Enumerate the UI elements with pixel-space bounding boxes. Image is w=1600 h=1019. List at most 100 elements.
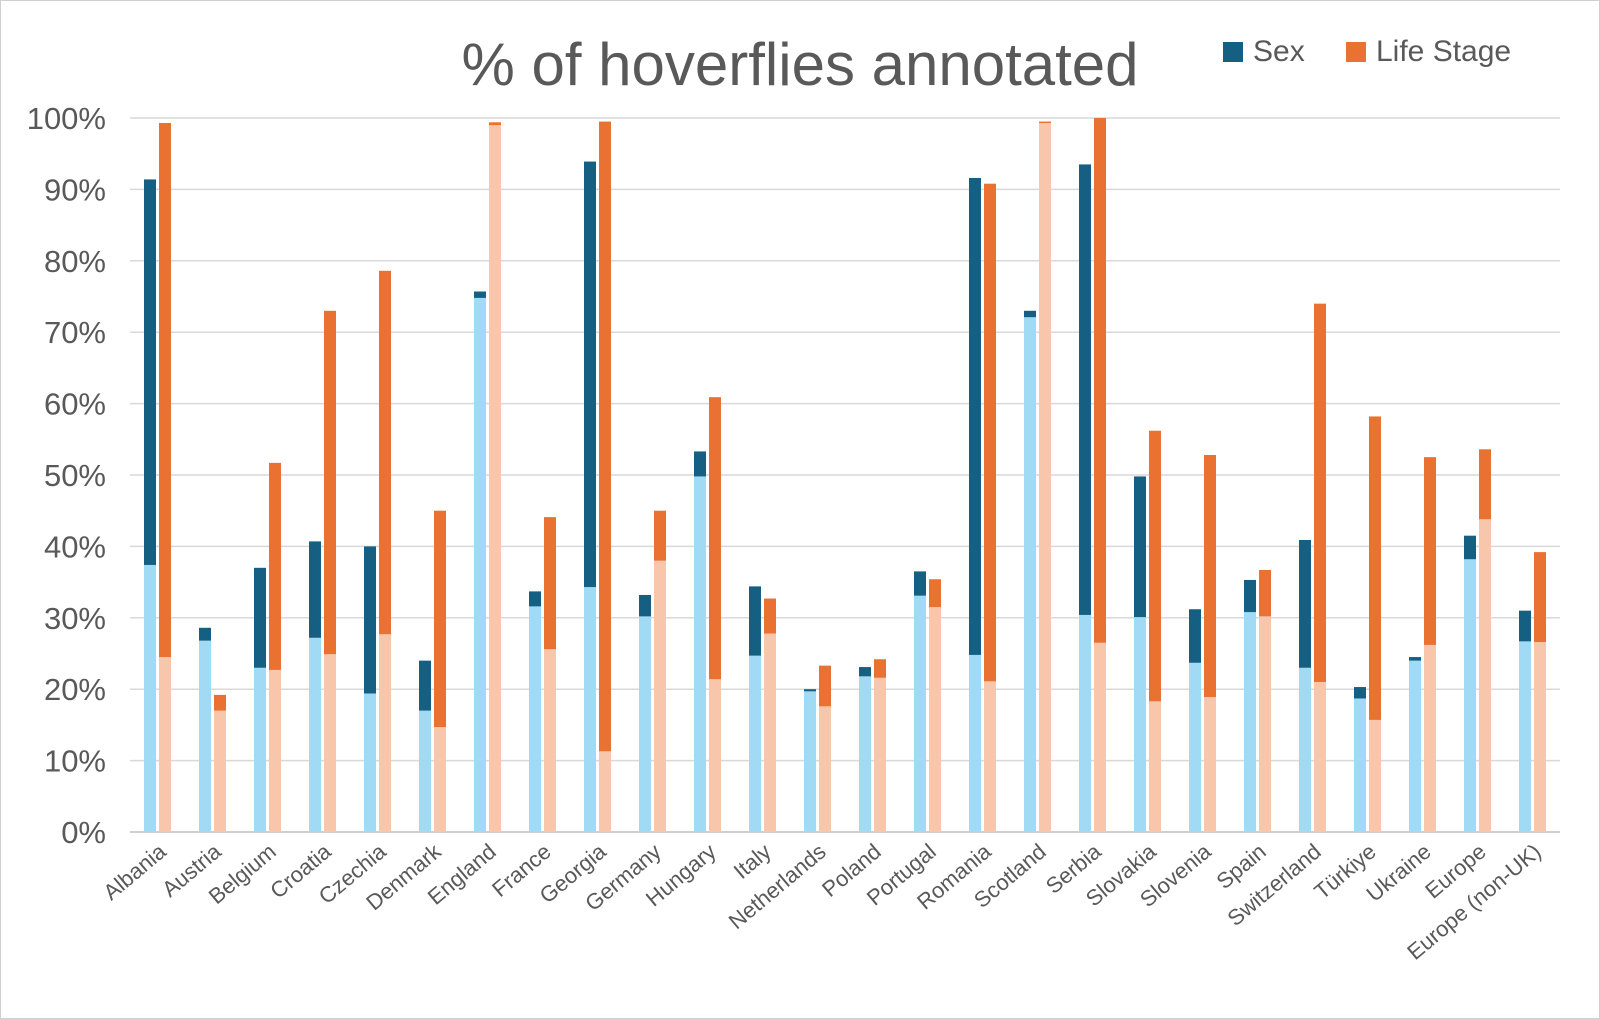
bar-sex-lower[interactable] — [1244, 612, 1256, 832]
bar-sex-lower[interactable] — [1079, 614, 1091, 832]
bar-life-stage-upper[interactable] — [819, 665, 831, 707]
bar-life-stage-lower[interactable] — [379, 634, 391, 832]
bar-sex-upper[interactable] — [1024, 310, 1036, 318]
bar-sex-upper[interactable] — [364, 546, 376, 694]
bar-life-stage-lower[interactable] — [764, 633, 776, 832]
bar-life-stage-lower[interactable] — [1369, 719, 1381, 832]
bar-sex-upper[interactable] — [529, 591, 541, 607]
bar-sex-lower[interactable] — [584, 587, 596, 832]
bar-life-stage-upper[interactable] — [764, 598, 776, 634]
bar-sex-lower[interactable] — [309, 637, 321, 832]
bar-life-stage-upper[interactable] — [1534, 552, 1546, 643]
bar-life-stage-lower[interactable] — [1534, 642, 1546, 832]
bar-sex-lower[interactable] — [1134, 617, 1146, 832]
bar-sex-lower[interactable] — [859, 676, 871, 832]
bar-life-stage-lower[interactable] — [874, 677, 886, 832]
bar-sex-upper[interactable] — [1299, 539, 1311, 668]
bar-life-stage-lower[interactable] — [544, 649, 556, 832]
bar-sex-lower[interactable] — [1519, 641, 1531, 832]
bar-life-stage-lower[interactable] — [929, 607, 941, 832]
bar-sex-lower[interactable] — [474, 297, 486, 833]
bar-sex-upper[interactable] — [639, 594, 651, 617]
bar-sex-lower[interactable] — [639, 616, 651, 832]
bar-life-stage-lower[interactable] — [159, 657, 171, 832]
bar-sex-upper[interactable] — [1189, 609, 1201, 663]
bar-life-stage-upper[interactable] — [1204, 455, 1216, 698]
bar-sex-upper[interactable] — [1134, 476, 1146, 618]
bar-sex-lower[interactable] — [364, 693, 376, 832]
bar-life-stage-lower[interactable] — [1259, 616, 1271, 832]
bar-life-stage-upper[interactable] — [1039, 121, 1051, 123]
bar-sex-upper[interactable] — [474, 291, 486, 298]
bar-sex-lower[interactable] — [694, 476, 706, 832]
bar-life-stage-lower[interactable] — [1479, 519, 1491, 832]
bar-sex-lower[interactable] — [1024, 317, 1036, 832]
bar-life-stage-upper[interactable] — [324, 310, 336, 655]
bar-life-stage-upper[interactable] — [434, 510, 446, 728]
bar-sex-lower[interactable] — [749, 655, 761, 832]
bar-life-stage-upper[interactable] — [214, 694, 226, 711]
bar-sex-lower[interactable] — [1464, 559, 1476, 832]
bar-life-stage-lower[interactable] — [984, 681, 996, 832]
bar-sex-lower[interactable] — [529, 606, 541, 832]
bar-life-stage-upper[interactable] — [874, 659, 886, 678]
bar-life-stage-upper[interactable] — [1259, 569, 1271, 617]
bar-life-stage-lower[interactable] — [1424, 644, 1436, 832]
bar-sex-lower[interactable] — [914, 595, 926, 832]
bar-sex-upper[interactable] — [804, 689, 816, 692]
bar-sex-upper[interactable] — [144, 179, 156, 565]
bar-life-stage-upper[interactable] — [379, 270, 391, 635]
bar-sex-upper[interactable] — [254, 567, 266, 668]
bar-sex-lower[interactable] — [254, 667, 266, 832]
bar-life-stage-lower[interactable] — [709, 679, 721, 832]
bar-sex-lower[interactable] — [144, 564, 156, 832]
bar-life-stage-lower[interactable] — [819, 706, 831, 832]
bar-life-stage-lower[interactable] — [1204, 697, 1216, 832]
bar-life-stage-upper[interactable] — [709, 397, 721, 680]
bar-life-stage-lower[interactable] — [1314, 682, 1326, 832]
bar-life-stage-upper[interactable] — [599, 121, 611, 752]
bar-sex-upper[interactable] — [419, 660, 431, 711]
bar-sex-lower[interactable] — [1409, 660, 1421, 832]
bar-life-stage-lower[interactable] — [269, 669, 281, 832]
bar-life-stage-upper[interactable] — [1149, 430, 1161, 702]
bar-sex-upper[interactable] — [969, 177, 981, 655]
bar-sex-upper[interactable] — [1244, 579, 1256, 613]
bar-sex-upper[interactable] — [1079, 164, 1091, 615]
bar-sex-upper[interactable] — [309, 541, 321, 638]
bar-sex-lower[interactable] — [1189, 662, 1201, 832]
bar-life-stage-lower[interactable] — [434, 727, 446, 832]
legend-item-sex[interactable]: Sex — [1223, 34, 1305, 70]
bar-sex-lower[interactable] — [1354, 698, 1366, 832]
bar-life-stage-lower[interactable] — [489, 125, 501, 832]
bar-life-stage-upper[interactable] — [929, 579, 941, 608]
bar-sex-upper[interactable] — [1519, 610, 1531, 642]
bar-sex-upper[interactable] — [199, 627, 211, 641]
bar-life-stage-lower[interactable] — [214, 710, 226, 832]
bar-sex-lower[interactable] — [969, 654, 981, 832]
bar-sex-upper[interactable] — [1354, 687, 1366, 699]
bar-sex-upper[interactable] — [584, 161, 596, 588]
bar-life-stage-upper[interactable] — [544, 517, 556, 650]
bar-life-stage-upper[interactable] — [1479, 449, 1491, 520]
bar-sex-upper[interactable] — [859, 667, 871, 677]
bar-life-stage-upper[interactable] — [159, 122, 171, 658]
bar-sex-upper[interactable] — [1464, 535, 1476, 560]
bar-life-stage-upper[interactable] — [1314, 303, 1326, 683]
bar-life-stage-upper[interactable] — [984, 183, 996, 682]
bar-sex-upper[interactable] — [749, 586, 761, 656]
bar-life-stage-upper[interactable] — [269, 462, 281, 670]
bar-life-stage-upper[interactable] — [654, 510, 666, 561]
bar-sex-upper[interactable] — [914, 571, 926, 596]
bar-sex-lower[interactable] — [199, 640, 211, 832]
bar-life-stage-lower[interactable] — [654, 560, 666, 832]
bar-life-stage-upper[interactable] — [1369, 416, 1381, 720]
bar-life-stage-lower[interactable] — [599, 751, 611, 832]
bar-life-stage-upper[interactable] — [489, 122, 501, 126]
bar-sex-upper[interactable] — [1409, 657, 1421, 661]
bar-sex-upper[interactable] — [694, 451, 706, 477]
bar-sex-lower[interactable] — [804, 691, 816, 832]
bar-life-stage-upper[interactable] — [1094, 118, 1106, 643]
bar-sex-lower[interactable] — [419, 710, 431, 832]
bar-life-stage-lower[interactable] — [1149, 701, 1161, 832]
